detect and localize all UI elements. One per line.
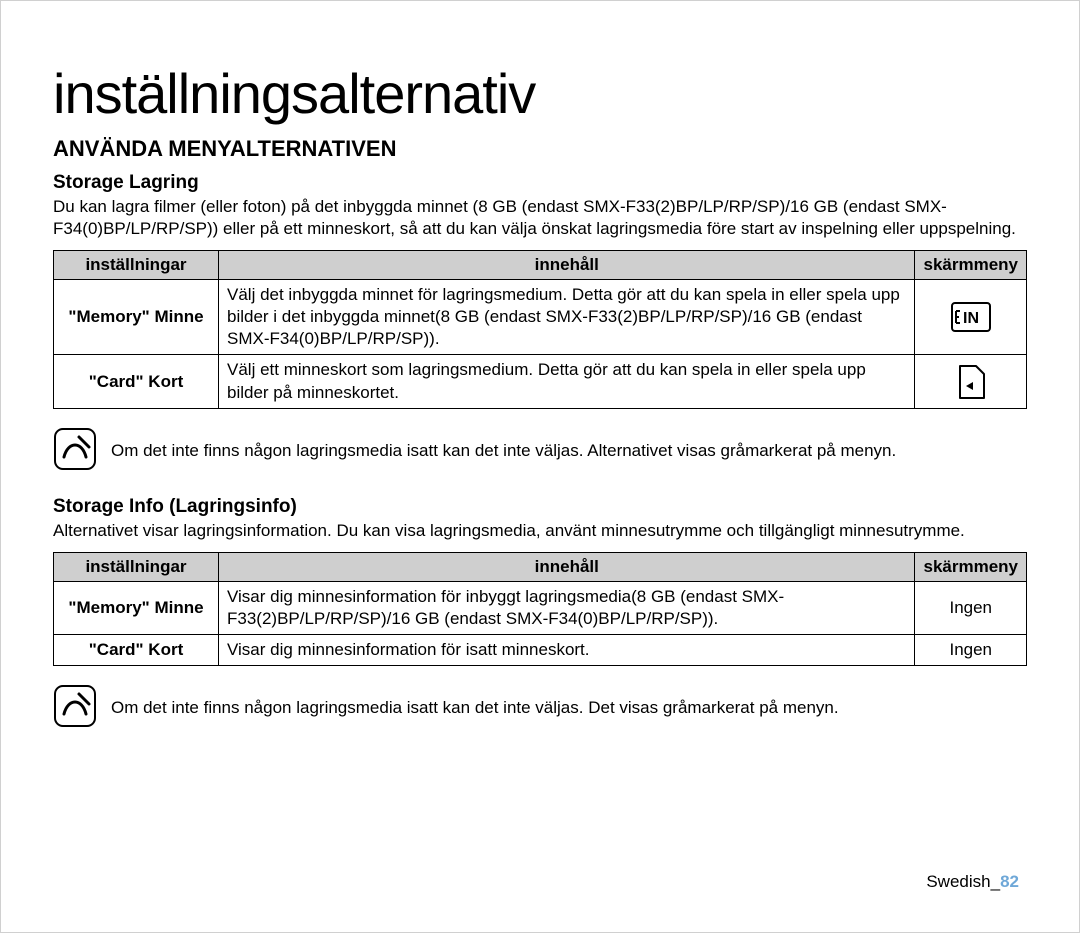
screenmenu-value: Ingen [915,634,1027,665]
memory-icon: IN [915,280,1027,355]
page-title: inställningsalternativ [53,61,1027,126]
storageinfo-table: inställningar innehåll skärmmeny "Memory… [53,552,1027,666]
footer-lang: Swedish [926,872,990,891]
footer-page-number: 82 [1000,872,1019,891]
table-header-row: inställningar innehåll skärmmeny [54,552,1027,581]
card-icon [915,355,1027,408]
setting-desc: Visar dig minnesinformation för isatt mi… [219,634,915,665]
storage-heading: Storage Lagring [53,172,1027,194]
col-content: innehåll [219,552,915,581]
setting-desc: Välj det inbyggda minnet för lagringsmed… [219,280,915,355]
setting-label: "Card" Kort [54,634,219,665]
footer-sep: _ [991,872,1000,891]
table-row: "Memory" Minne Visar dig minnesinformati… [54,581,1027,634]
page-footer: Swedish_82 [926,872,1019,892]
note-text: Om det inte finns någon lagringsmedia is… [111,697,839,719]
note-text: Om det inte finns någon lagringsmedia is… [111,440,896,462]
table-header-row: inställningar innehåll skärmmeny [54,251,1027,280]
svg-text:IN: IN [963,310,979,327]
table-row: "Memory" Minne Välj det inbyggda minnet … [54,280,1027,355]
storage-intro: Du kan lagra filmer (eller foton) på det… [53,196,1027,240]
col-settings: inställningar [54,552,219,581]
setting-label: "Memory" Minne [54,280,219,355]
col-screenmenu: skärmmeny [915,251,1027,280]
col-screenmenu: skärmmeny [915,552,1027,581]
storage-note: Om det inte finns någon lagringsmedia is… [53,427,1027,476]
setting-label: "Card" Kort [54,355,219,408]
col-settings: inställningar [54,251,219,280]
screenmenu-value: Ingen [915,581,1027,634]
setting-desc: Visar dig minnesinformation för inbyggt … [219,581,915,634]
note-icon [53,684,97,733]
storageinfo-note: Om det inte finns någon lagringsmedia is… [53,684,1027,733]
setting-label: "Memory" Minne [54,581,219,634]
manual-page: inställningsalternativ ANVÄNDA MENYALTER… [0,0,1080,933]
storageinfo-heading: Storage Info (Lagringsinfo) [53,496,1027,518]
setting-desc: Välj ett minneskort som lagringsmedium. … [219,355,915,408]
table-row: "Card" Kort Visar dig minnesinformation … [54,634,1027,665]
table-row: "Card" Kort Välj ett minneskort som lagr… [54,355,1027,408]
col-content: innehåll [219,251,915,280]
storageinfo-intro: Alternativet visar lagringsinformation. … [53,520,1027,542]
note-icon [53,427,97,476]
storage-table: inställningar innehåll skärmmeny "Memory… [53,250,1027,408]
section-heading: ANVÄNDA MENYALTERNATIVEN [53,136,1027,162]
